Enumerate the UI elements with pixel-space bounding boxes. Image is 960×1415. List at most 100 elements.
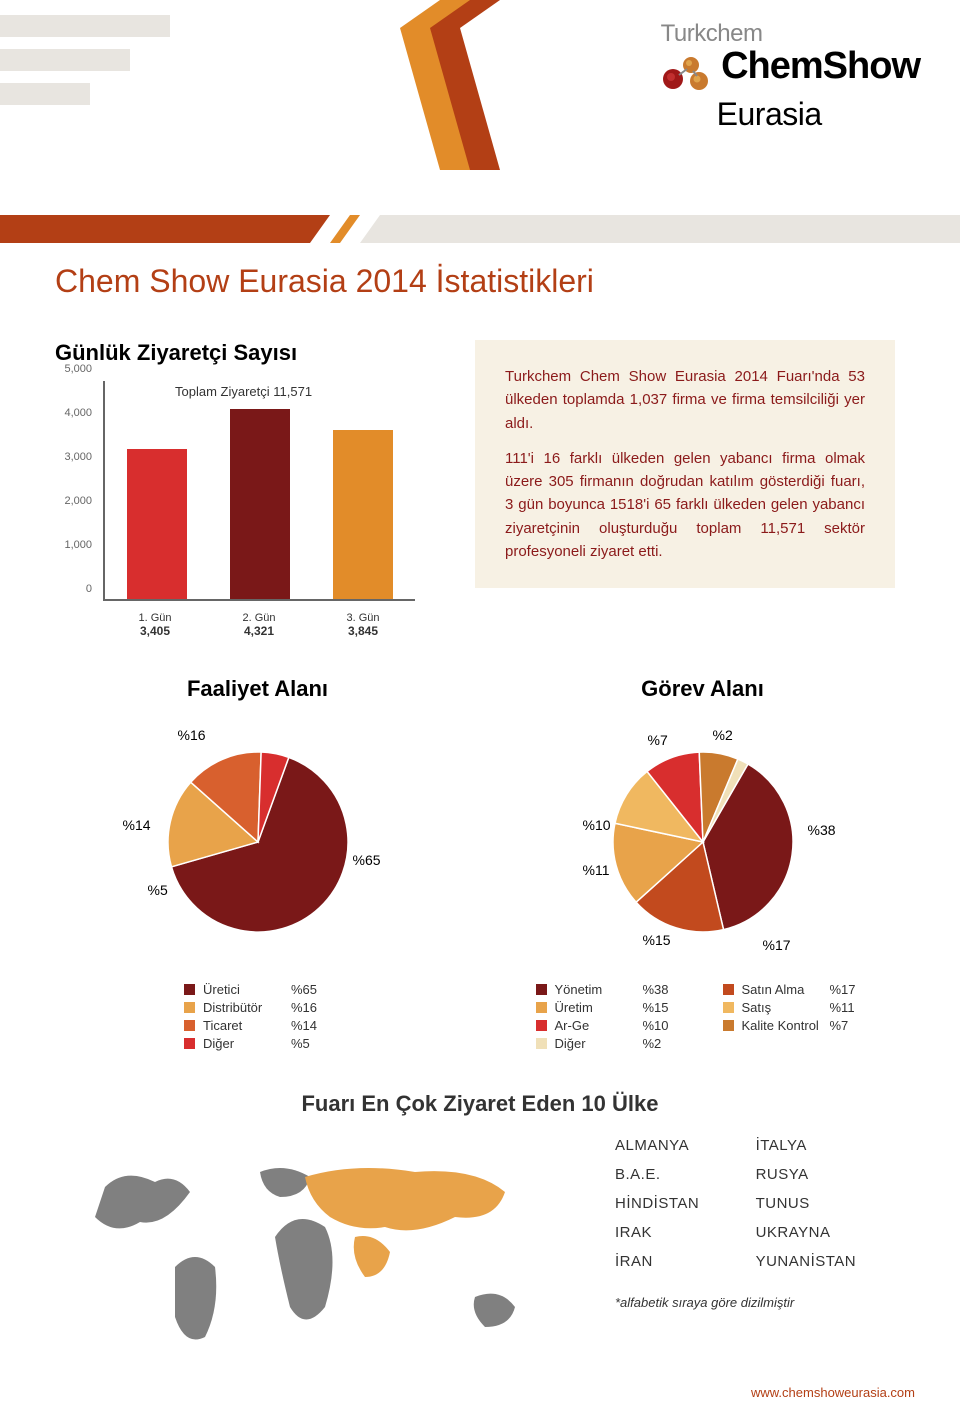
bar-y-tick: 3,000: [64, 451, 92, 463]
bar-y-tick: 0: [86, 583, 92, 595]
legend-swatch: [184, 984, 195, 995]
pie-slice-label: %14: [123, 817, 151, 833]
legend-swatch: [184, 1002, 195, 1013]
header: Turkchem ChemShow Eurasia: [0, 0, 960, 175]
logo-line1: Turkchem: [661, 20, 920, 48]
country-list-wrap: ALMANYA İTALYA B.A.E. RUSYA HİNDİSTAN TUNUS IR…: [615, 1137, 856, 1310]
legend-swatch: [723, 1020, 734, 1031]
molecule-icon: [661, 51, 709, 96]
pie1-chart: %65 %16 %14 %5: [118, 722, 398, 962]
pie-slice-label: %16: [178, 727, 206, 743]
pie-slice-label: %65: [353, 852, 381, 868]
legend-value: %14: [291, 1018, 331, 1033]
legend-label: Distribütör: [203, 1000, 283, 1015]
info-paragraph: 111'i 16 farklı ülkeden gelen yabancı fi…: [505, 447, 865, 563]
bar-y-tick: 4,000: [64, 407, 92, 419]
pie-legend-item: Üretim %15: [536, 1000, 683, 1015]
bar-x-label: 2. Gün4,321: [207, 612, 311, 638]
pie-slice-label: %2: [713, 727, 733, 743]
bar-x-label: 3. Gün3,845: [311, 612, 415, 638]
bar-chart: 01,0002,0003,0004,0005,000 Toplam Ziyare…: [55, 381, 435, 626]
bar-x-label: 1. Gün3,405: [103, 612, 207, 638]
legend-label: Yönetim: [555, 982, 635, 997]
legend-label: Ticaret: [203, 1018, 283, 1033]
legend-swatch: [723, 1002, 734, 1013]
pie1-legend: Üretici %65 Distribütör %16 Ticaret %14 Diğer%…: [184, 982, 331, 1051]
legend-label: Diğer: [555, 1036, 635, 1051]
pie2-chart: %38 %17 %15 %11 %10 %7 %2: [563, 722, 843, 962]
legend-label: Üretim: [555, 1000, 635, 1015]
pie-legend-item: Yönetim %38: [536, 982, 683, 997]
legend-label: Kalite Kontrol: [742, 1018, 822, 1033]
pie-legend-item: Satın Alma %17: [723, 982, 870, 997]
legend-value: %7: [830, 1018, 870, 1033]
pie-legend-item: Diğer%5: [184, 1036, 331, 1051]
bar: [230, 409, 290, 599]
legend-swatch: [184, 1038, 195, 1049]
map-section-title: Fuarı En Çok Ziyaret Eden 10 Ülke: [55, 1091, 905, 1117]
legend-value: %17: [830, 982, 870, 997]
pie2-legend: Yönetim %38 Satın Alma %17 Üretim %15 Satış %11…: [536, 982, 870, 1051]
country-item: RUSYA: [756, 1166, 857, 1183]
legend-value: %15: [643, 1000, 683, 1015]
country-note: *alfabetik sıraya göre dizilmiştir: [615, 1295, 856, 1310]
bar-chart-title: Günlük Ziyaretçi Sayısı: [55, 340, 435, 366]
legend-swatch: [536, 1020, 547, 1031]
legend-swatch: [536, 1002, 547, 1013]
header-stripes-left: [0, 15, 170, 117]
pie-legend-item: Ar-Ge %10: [536, 1018, 683, 1033]
legend-label: Diğer: [203, 1036, 283, 1051]
pie-slice-label: %15: [643, 932, 671, 948]
legend-label: Üretici: [203, 982, 283, 997]
pie-slice-label: %7: [648, 732, 668, 748]
footer-url: www.chemshoweurasia.com: [0, 1377, 960, 1415]
header-bottom-stripe: [0, 215, 960, 243]
country-item: ALMANYA: [615, 1137, 716, 1154]
legend-swatch: [536, 1038, 547, 1049]
pie2-section: Görev Alanı %38 %17 %15 %11 %10 %7 %2 Yönetim%…: [503, 676, 903, 1051]
legend-label: Satın Alma: [742, 982, 822, 997]
legend-value: %65: [291, 982, 331, 997]
bar-chart-total: Toplam Ziyaretçi 11,571: [175, 384, 312, 399]
legend-label: Ar-Ge: [555, 1018, 635, 1033]
country-item: IRAK: [615, 1224, 716, 1241]
pie-legend-item: Satış %11: [723, 1000, 870, 1015]
country-item: İTALYA: [756, 1137, 857, 1154]
pie-slice-label: %38: [808, 822, 836, 838]
logo-line2: ChemShow: [721, 45, 920, 87]
bar: [127, 449, 187, 599]
country-item: B.A.E.: [615, 1166, 716, 1183]
legend-swatch: [184, 1020, 195, 1031]
country-item: İRAN: [615, 1253, 716, 1270]
pie1-title: Faaliyet Alanı: [58, 676, 458, 702]
legend-swatch: [723, 984, 734, 995]
country-item: TUNUS: [756, 1195, 857, 1212]
country-item: UKRAYNA: [756, 1224, 857, 1241]
country-list: ALMANYA İTALYA B.A.E. RUSYA HİNDİSTAN TUNUS IR…: [615, 1137, 856, 1270]
pie1-section: Faaliyet Alanı %65 %16 %14 %5 Üretici %65 Dis…: [58, 676, 458, 1051]
pie-slice-label: %11: [583, 862, 610, 878]
pie2-title: Görev Alanı: [503, 676, 903, 702]
pie-legend-item: Kalite Kontrol %7: [723, 1018, 870, 1033]
info-paragraph: Turkchem Chem Show Eurasia 2014 Fuarı'nd…: [505, 365, 865, 435]
legend-value: %2: [643, 1036, 683, 1051]
legend-value: %38: [643, 982, 683, 997]
country-item: HİNDİSTAN: [615, 1195, 716, 1212]
logo-line3: Eurasia: [717, 96, 920, 133]
logo: Turkchem ChemShow Eurasia: [661, 20, 920, 133]
pie-legend-item: Üretici %65: [184, 982, 331, 997]
bar-y-tick: 5,000: [64, 363, 92, 375]
bar: [333, 430, 393, 599]
pie-slice-label: %5: [148, 882, 168, 898]
bar-chart-section: Günlük Ziyaretçi Sayısı 01,0002,0003,000…: [55, 340, 435, 626]
pie-slice-label: %10: [583, 817, 611, 833]
pie-legend-item: Diğer %2: [536, 1036, 683, 1051]
pie-slice-label: %17: [763, 937, 791, 953]
pie-legend-item: Distribütör %16: [184, 1000, 331, 1015]
legend-value: %11: [830, 1000, 870, 1015]
info-box: Turkchem Chem Show Eurasia 2014 Fuarı'nd…: [475, 340, 895, 588]
country-item: YUNANİSTAN: [756, 1253, 857, 1270]
legend-value: %16: [291, 1000, 331, 1015]
legend-label: Satış: [742, 1000, 822, 1015]
legend-value: %10: [643, 1018, 683, 1033]
